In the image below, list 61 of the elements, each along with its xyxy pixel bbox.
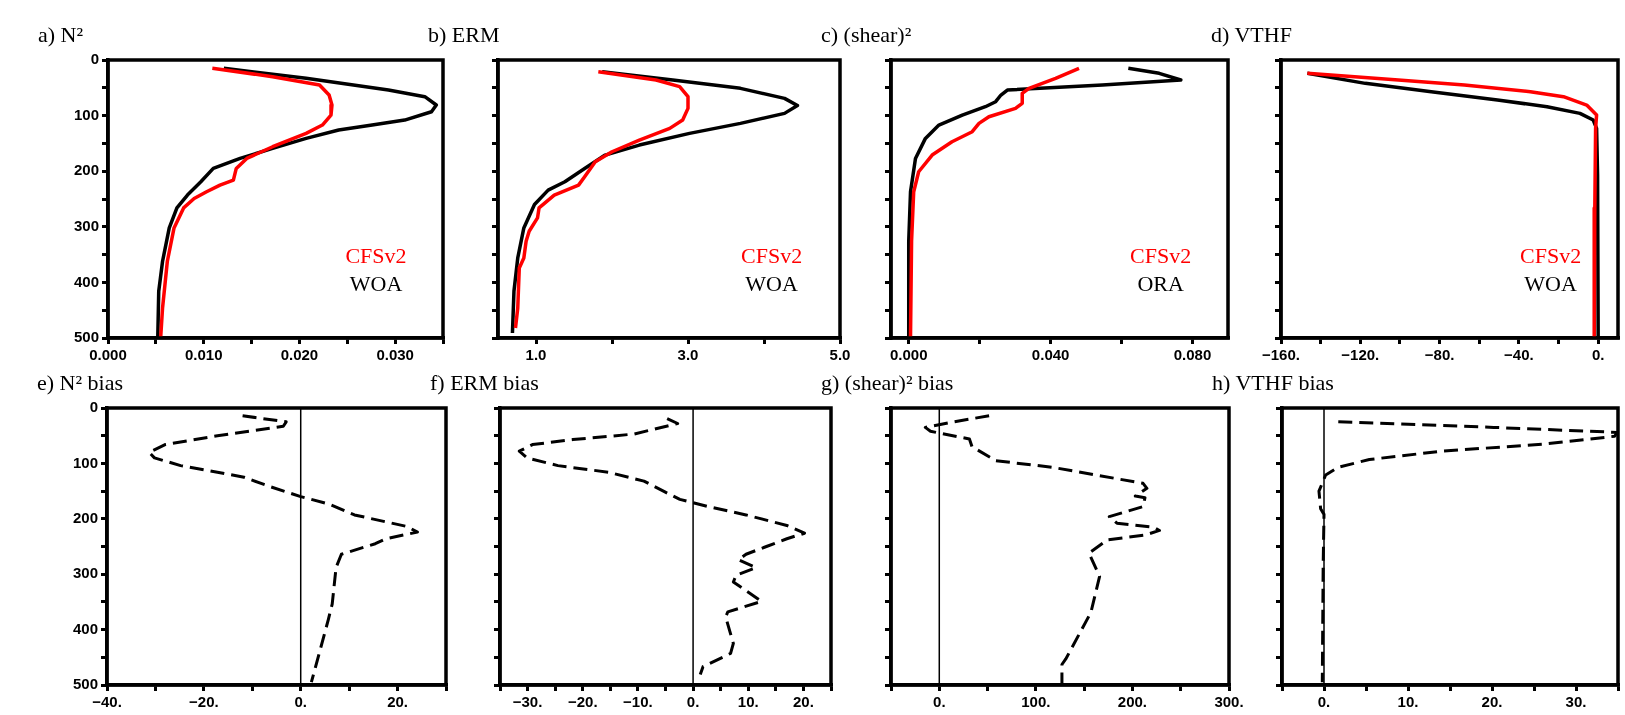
x-tick-label: 0. [933, 693, 946, 711]
chart-title: d) VTHF [1211, 21, 1292, 47]
x-tick-label: 3.0 [677, 346, 699, 364]
x-tick-label: 0.020 [280, 346, 319, 364]
x-tick-label: 20. [387, 693, 408, 711]
chart-title: b) ERM [428, 21, 500, 47]
x-tick-label: −120. [1341, 346, 1380, 364]
x-tick-label: −20. [567, 693, 598, 711]
x-tick-label: 100. [1021, 693, 1051, 711]
x-tick-label: −10. [623, 693, 653, 711]
chart-title: f) ERM bias [430, 369, 539, 395]
x-tick-label: −40. [1504, 346, 1534, 364]
x-tick-label: 0. [294, 693, 307, 711]
x-tick-label: 5.0 [829, 346, 851, 364]
y-tick-label: 100 [72, 453, 98, 471]
x-tick-label: 20. [1481, 693, 1503, 711]
chart-title: c) (shear)² [821, 21, 912, 47]
x-tick-label: 0.040 [1031, 346, 1070, 364]
x-tick-label: 20. [792, 693, 814, 711]
y-tick-label: 400 [72, 619, 98, 637]
y-tick-label: 200 [72, 508, 98, 526]
x-tick-label: −80. [1424, 346, 1455, 364]
text: WOA [745, 271, 798, 297]
x-tick-label: 0.080 [1173, 346, 1212, 364]
series-label: CFSv2 [1520, 243, 1582, 269]
y-tick-label: 200 [73, 161, 99, 179]
y-tick-label: 500 [73, 328, 99, 346]
text: WOA [349, 271, 403, 297]
text: CFSv2 [1130, 243, 1192, 269]
y-tick-label: 300 [73, 216, 99, 234]
y-tick-label: 300 [72, 564, 98, 582]
x-tick-label: 0. [1317, 693, 1331, 711]
x-tick-label: 0.000 [89, 346, 127, 364]
y-tick-label: 500 [72, 675, 98, 693]
series-label: WOA [1524, 271, 1577, 297]
text: CFSv2 [345, 243, 407, 269]
x-tick-label: 0.030 [376, 346, 414, 364]
chart-title: h) VTHF bias [1212, 369, 1334, 395]
x-tick-label: 10. [1397, 693, 1419, 711]
y-tick-label: 0 [90, 50, 99, 68]
x-tick-label: 200. [1117, 693, 1148, 711]
x-tick-label: 0. [686, 693, 700, 711]
chart-title: g) (shear)² bias [821, 369, 954, 395]
x-tick-label: 30. [1565, 693, 1587, 711]
x-tick-label: −160. [1262, 346, 1300, 364]
x-tick-label: 300. [1214, 693, 1244, 711]
x-tick-label: 0. [1591, 346, 1605, 364]
x-tick-label: 0.010 [184, 346, 223, 364]
x-tick-label: −20. [189, 693, 219, 711]
x-tick-label: −30. [512, 693, 543, 711]
x-tick-label: −40. [92, 693, 122, 711]
chart-title: e) N² bias [37, 369, 124, 395]
text: ORA [1137, 271, 1184, 297]
y-tick-label: 100 [73, 105, 99, 123]
text: CFSv2 [741, 243, 803, 269]
chart-title: a) N² [38, 21, 84, 47]
x-tick-label: 0.000 [889, 346, 928, 364]
y-tick-label: 0 [89, 398, 98, 416]
x-tick-label: 1.0 [525, 346, 547, 364]
x-tick-label: 10. [737, 693, 759, 711]
y-tick-label: 400 [73, 272, 99, 290]
